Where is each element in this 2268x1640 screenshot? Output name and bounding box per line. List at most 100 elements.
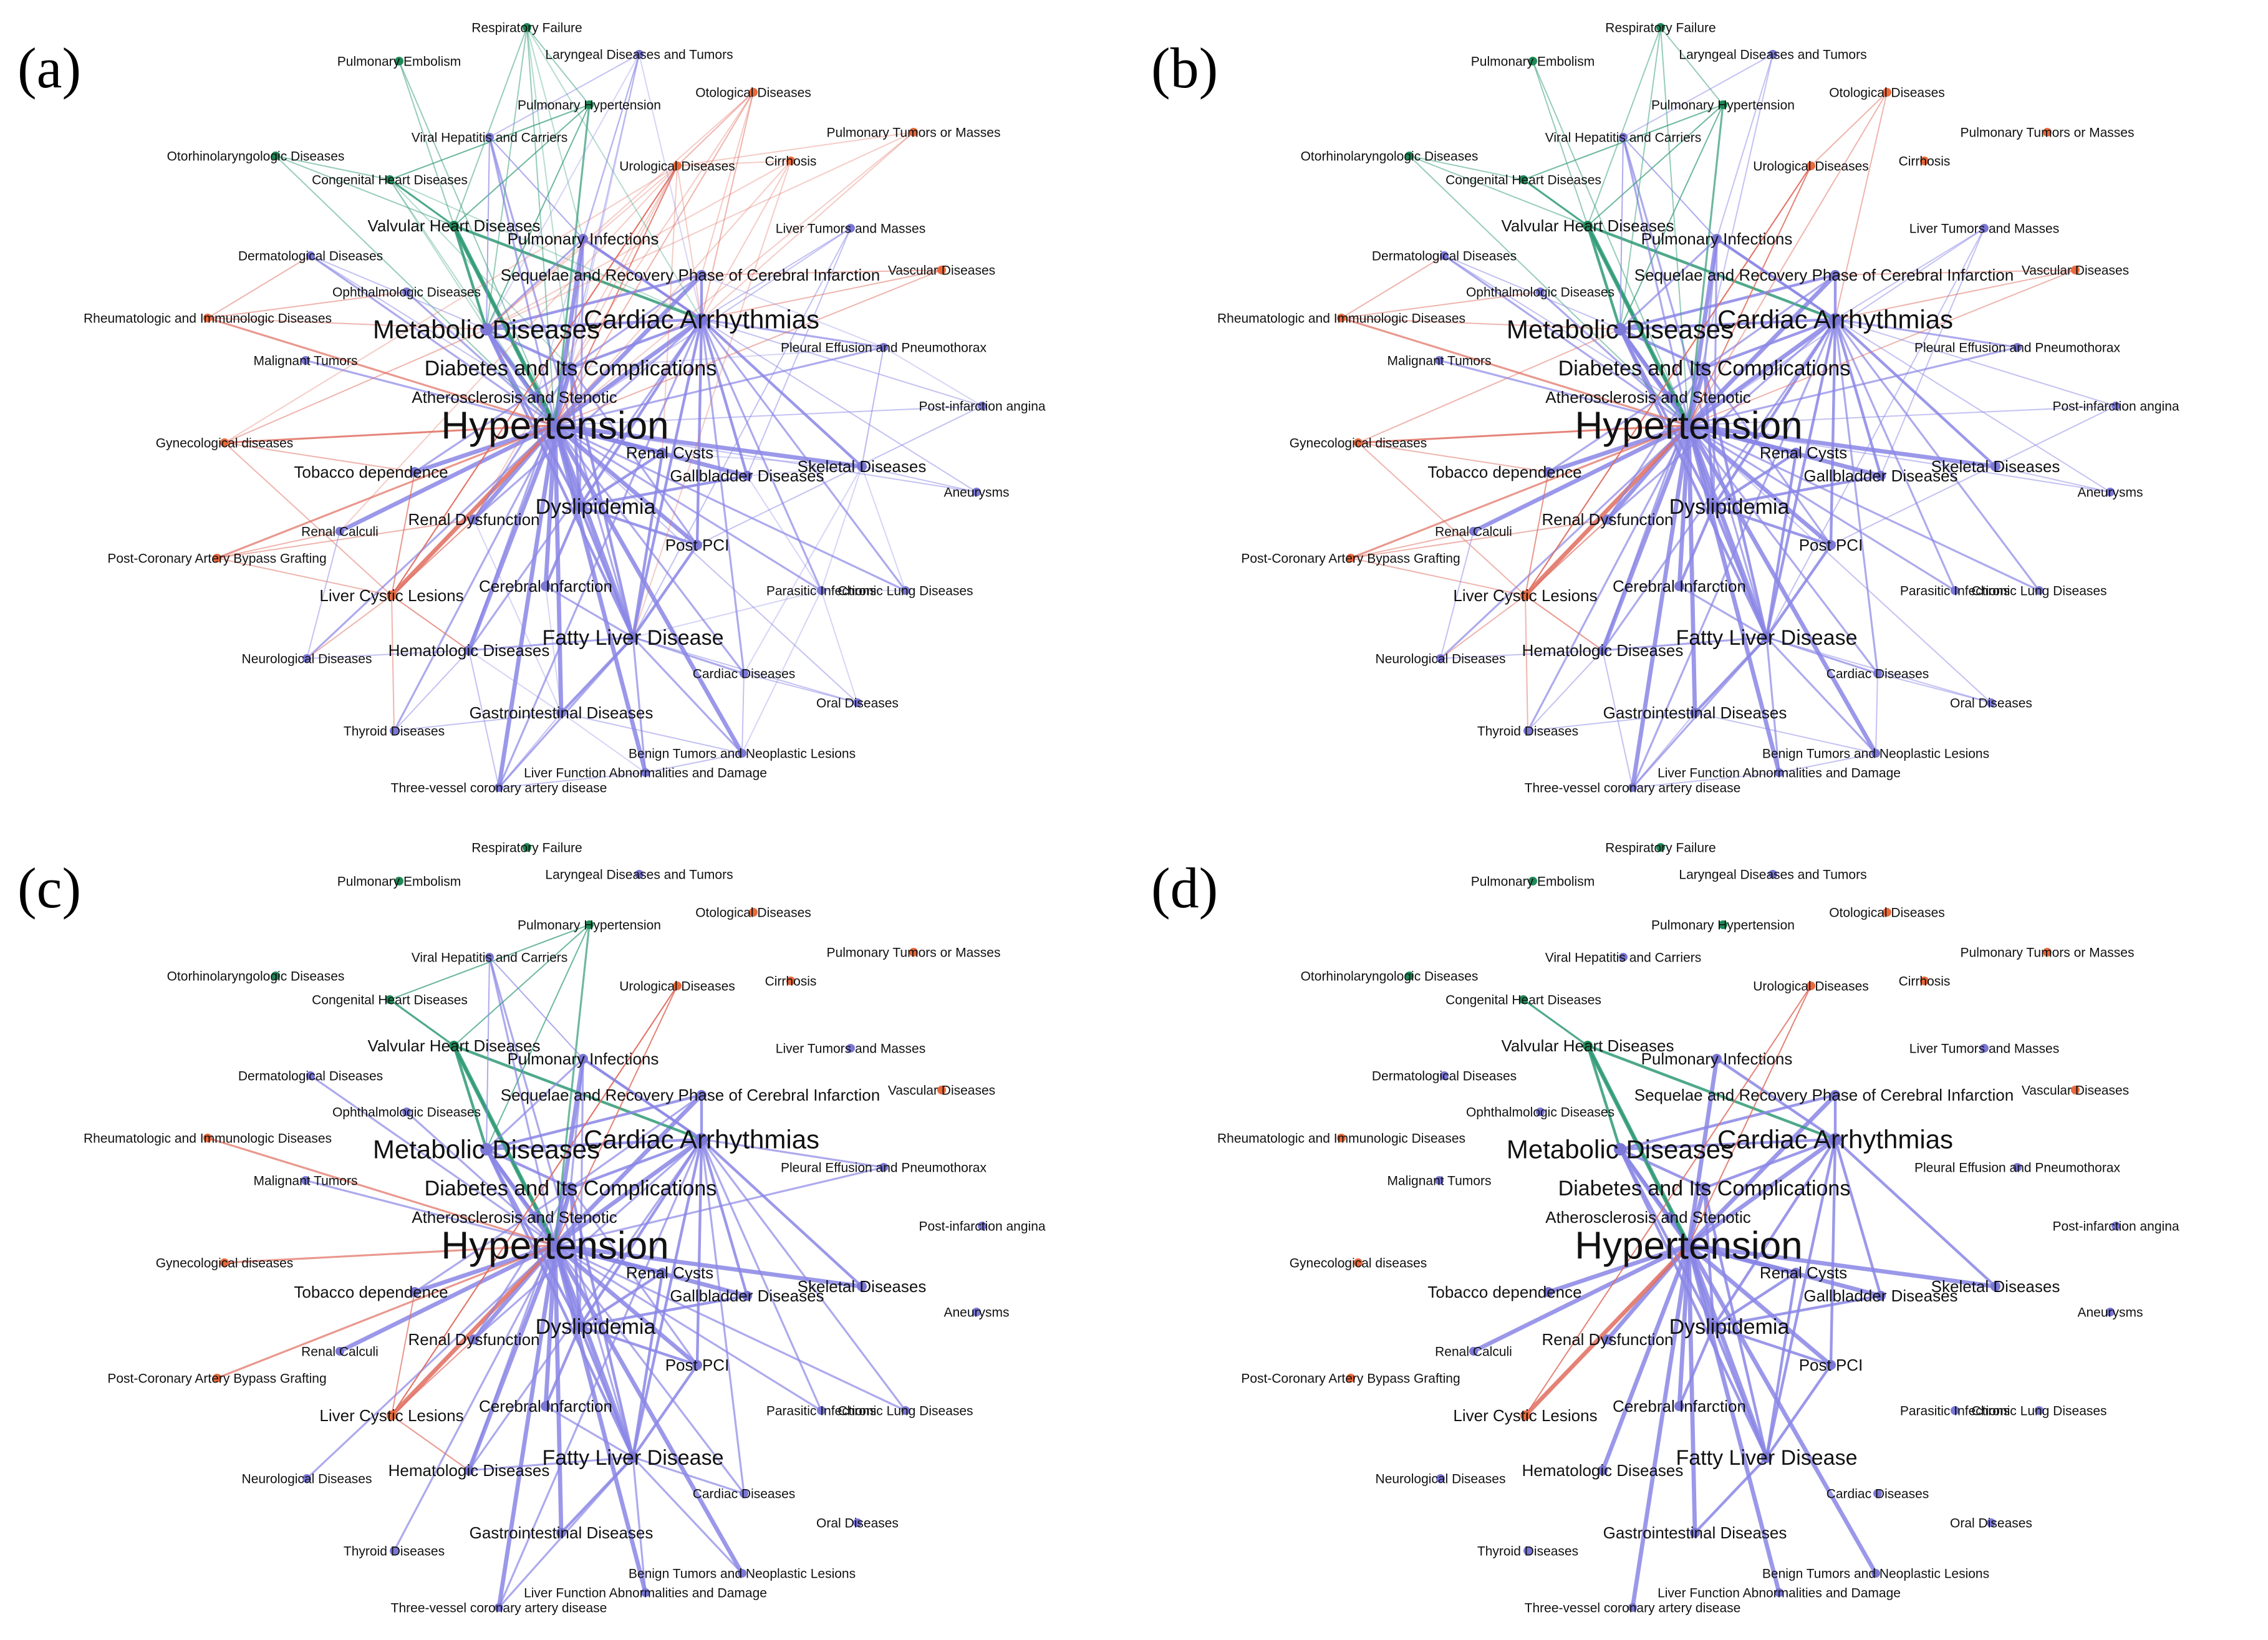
node-label-gall: Gallbladder Diseases — [1803, 466, 1957, 485]
edge-otorh-cong — [1409, 155, 1524, 180]
edge-card-dysl — [579, 318, 703, 508]
node-dot-ppci — [692, 1360, 702, 1370]
node-dot-resp — [1656, 843, 1665, 852]
node-dot-metab — [1614, 1143, 1626, 1155]
panel-label: (d) — [1151, 856, 1218, 920]
node-label-rcalc: Renal Calculi — [301, 1344, 379, 1359]
node-dot-otol — [749, 88, 758, 97]
node-dot-diab — [1699, 1182, 1710, 1194]
panel-label: (b) — [1151, 36, 1218, 100]
edge-fatty-hema — [1602, 636, 1767, 652]
edge-hyper-ophth — [405, 1111, 556, 1247]
node-label-cabg: Post-Coronary Artery Bypass Grafting — [1241, 551, 1460, 566]
node-label-renalc: Renal Cysts — [626, 1263, 713, 1282]
node-dot-neuro — [302, 1474, 311, 1483]
edge-hyper-tob — [413, 1243, 556, 1295]
node-label-resp: Respiratory Failure — [1605, 21, 1715, 35]
edge-skel-gall — [746, 466, 862, 476]
node-dot-aneur — [2106, 488, 2115, 496]
edge-pinf-dysl — [579, 238, 584, 507]
node-label-cabg: Post-Coronary Artery Bypass Grafting — [1241, 1371, 1460, 1386]
edge-benign-gastro — [1694, 712, 1876, 754]
node-dot-valv — [1583, 221, 1593, 231]
node-label-phyp: Pulmonary Hypertension — [518, 918, 661, 932]
edge-hyper-cabg — [216, 1244, 556, 1379]
node-dot-rheum — [203, 314, 212, 322]
node-dot-cong — [385, 995, 394, 1004]
edge-cabg-lcyst — [1350, 557, 1526, 596]
edge-metab-seq — [486, 273, 702, 331]
edge-pemb-valv — [1532, 60, 1588, 226]
node-label-otol: Otological Diseases — [1829, 905, 1945, 920]
edge-urol-gyn — [224, 165, 678, 443]
edge-lcyst-tob — [391, 471, 415, 596]
edge-hyper-viral — [488, 137, 556, 426]
node-dot-gall — [742, 471, 752, 481]
edge-otorh-valv — [1409, 155, 1588, 226]
edge-postinf-hyper — [554, 405, 983, 426]
node-dot-vasc — [2071, 1086, 2080, 1094]
node-dot-resp — [523, 843, 531, 852]
edge-fatty-hema — [468, 1456, 634, 1472]
node-dot-seq — [697, 1090, 707, 1100]
node-label-postinf: Post-infarction angina — [2052, 399, 2179, 413]
edge-card-three — [1631, 319, 1836, 788]
edge-fatty-diab — [1702, 1187, 1769, 1458]
node-label-dysl: Dyslipidemia — [536, 1315, 656, 1339]
node-label-gastro: Gastrointestinal Diseases — [1603, 703, 1787, 722]
node-dot-paras — [1951, 586, 1959, 595]
edge-lcyst-urol — [391, 985, 678, 1416]
edge-lcyst-urol — [391, 165, 678, 596]
node-label-lcyst: Liver Cystic Lesions — [1453, 586, 1597, 605]
node-label-oral: Oral Diseases — [816, 1516, 899, 1530]
node-label-gyn: Gynecological diseases — [156, 436, 294, 450]
node-dot-cardd — [740, 1489, 748, 1498]
node-dot-ather — [531, 1212, 541, 1222]
node-dot-rcalc — [335, 1347, 344, 1356]
edge-postinf-card — [701, 319, 983, 407]
edge-card-hema — [468, 319, 703, 651]
node-dot-three — [1628, 1603, 1637, 1612]
edge-thyr-gastro — [393, 712, 562, 731]
node-dot-phyp — [1719, 100, 1727, 109]
edge-dysl-fatty — [1712, 1326, 1769, 1458]
node-label-gyn: Gynecological diseases — [1290, 436, 1427, 450]
node-label-seq: Sequelae and Recovery Phase of Cerebral … — [501, 1086, 880, 1104]
node-dot-card — [1829, 313, 1841, 326]
panel-label: (a) — [17, 36, 81, 100]
edge-card-dysl — [1712, 1138, 1836, 1328]
node-dot-tob — [410, 467, 420, 477]
edge-gyn-metab — [1358, 329, 1621, 443]
edge-resp-hyper — [526, 27, 556, 426]
node-dot-rheum — [1337, 1134, 1346, 1142]
node-dot-rcalc — [1469, 1347, 1478, 1356]
edge-three-gastro — [498, 712, 562, 788]
edge-cong-metab — [389, 179, 487, 330]
node-label-phyp: Pulmonary Hypertension — [518, 98, 661, 112]
edge-phyp-metab — [486, 104, 590, 330]
edge-card-gall — [1833, 319, 1883, 476]
node-dot-aneur — [972, 1308, 981, 1316]
node-dot-cong — [1519, 995, 1528, 1004]
node-label-dysl: Dyslipidemia — [1669, 1315, 1790, 1339]
node-label-resp: Respiratory Failure — [471, 841, 582, 855]
edge-oral-hyper — [554, 425, 858, 703]
edge-pemb-hyper — [1532, 60, 1689, 426]
node-dot-vasc — [937, 1086, 946, 1094]
edge-benign-lfunc — [1778, 753, 1876, 773]
node-dot-paras — [817, 1406, 826, 1415]
node-label-phyp: Pulmonary Hypertension — [1651, 98, 1795, 112]
node-label-viral: Viral Hepatitis and Carriers — [412, 950, 568, 965]
node-dot-pleur — [879, 1163, 888, 1172]
node-dot-hema — [464, 1465, 474, 1475]
node-label-paras: Parasitic Infections — [766, 584, 876, 598]
edge-gastro-hema — [468, 650, 562, 713]
node-dot-cereb — [1674, 581, 1684, 591]
edge-derm-ather — [310, 255, 537, 398]
edge-hyper-cardd — [554, 425, 745, 674]
edge-card-pleur — [1835, 318, 2018, 349]
node-dot-benign — [1871, 749, 1880, 758]
node-dot-gall — [742, 1291, 752, 1301]
node-dot-benign — [738, 1569, 746, 1578]
node-dot-renald — [1603, 1334, 1613, 1344]
